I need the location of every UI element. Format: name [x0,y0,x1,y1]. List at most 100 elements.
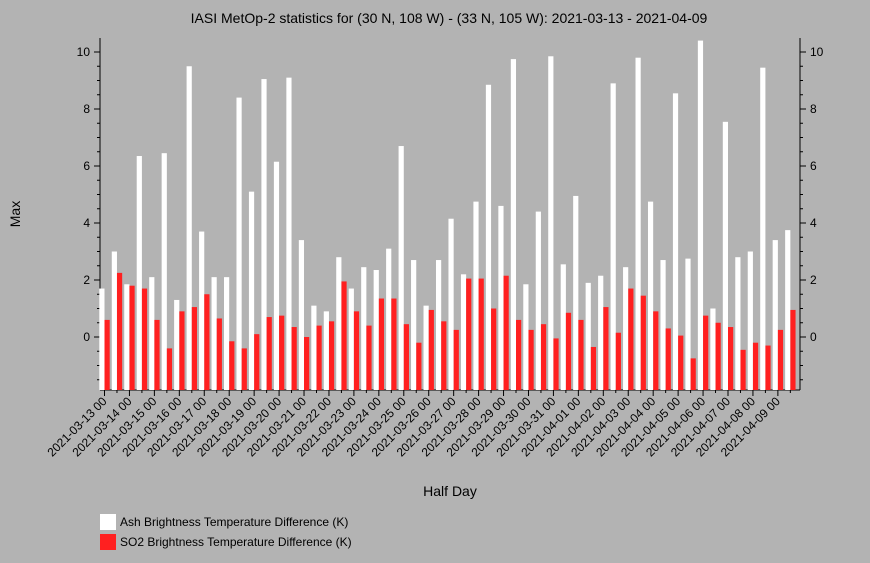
bar-ash [161,153,167,390]
bar-ash [448,218,454,390]
y-tick-label-left: 6 [83,159,90,173]
y-tick-label-left: 2 [83,273,90,287]
bar-ash [435,260,442,390]
bar-so2 [478,278,484,390]
bar-ash [386,248,392,390]
bar-ash [411,260,417,390]
bar-so2 [690,358,696,390]
bar-ash [610,83,616,390]
bar-so2 [229,341,235,390]
bar-ash [136,156,142,390]
bar-so2 [603,307,609,390]
bar-so2 [279,315,285,390]
bar-so2 [653,311,659,390]
bar-so2 [491,308,497,390]
bar-so2 [316,325,322,390]
bar-ash [660,260,666,390]
bar-so2 [428,309,434,390]
bar-ash [373,270,379,390]
bar-ash [211,277,217,390]
y-axis-label: Max [7,201,23,227]
legend: Ash Brightness Temperature Difference (K… [100,512,352,552]
bar-ash [323,311,329,390]
bar-ash [548,56,554,391]
bar-so2 [104,319,110,390]
bar-ash [760,67,766,391]
legend-label-so2: SO2 Brightness Temperature Difference (K… [120,535,352,549]
bar-ash [722,121,728,390]
bar-so2 [254,334,260,390]
bar-so2 [540,324,547,390]
bar-so2 [715,322,721,390]
legend-swatch-ash [100,514,116,530]
bar-ash [298,240,305,390]
bar-ash [772,240,778,390]
bar-ash [560,264,566,390]
bar-so2 [765,345,771,390]
bar-so2 [441,321,447,390]
bar-so2 [241,348,247,390]
bar-ash [635,57,641,390]
bar-so2 [728,327,734,390]
bar-so2 [578,319,584,390]
y-tick-label-right: 8 [810,102,817,116]
bar-ash [535,211,541,390]
bar-ash [498,205,504,390]
bar-ash [124,284,130,390]
bar-ash [585,282,591,390]
bar-so2 [179,311,185,390]
bar-ash [747,251,753,390]
bar-so2 [466,278,472,390]
bar-so2 [453,329,459,390]
bar-ash [523,284,529,390]
bar-so2 [640,295,646,390]
bar-so2 [615,332,621,390]
bar-ash [623,267,629,390]
y-tick-label-left: 0 [83,330,90,344]
bar-so2 [216,318,222,390]
legend-item-ash: Ash Brightness Temperature Difference (K… [100,512,352,532]
bar-so2 [191,307,197,390]
bar-so2 [565,312,572,390]
bar-ash [473,201,479,390]
bar-so2 [678,335,684,390]
bar-so2 [391,298,397,390]
legend-swatch-so2 [100,534,116,550]
bar-ash [398,146,404,390]
bar-ash [423,305,429,390]
bar-so2 [366,325,372,390]
bar-so2 [166,348,173,390]
bar-so2 [403,324,409,390]
bar-so2 [777,329,784,390]
y-tick-label-right: 2 [810,273,817,287]
bar-so2 [154,319,160,390]
bar-ash [236,97,242,390]
bar-so2 [328,321,335,390]
bar-so2 [740,349,746,390]
bar-ash [485,84,492,391]
bar-ash [336,257,342,390]
bar-ash [697,40,704,390]
bar-so2 [378,298,385,390]
bar-ash [785,230,791,390]
bar-so2 [665,328,671,390]
bar-so2 [304,337,310,390]
y-tick-label-left: 10 [77,45,91,59]
bar-ash [710,308,716,390]
y-tick-label-right: 6 [810,159,817,173]
bar-ash [685,258,691,390]
bar-so2 [752,342,759,390]
bar-ash [361,267,367,390]
chart-title: IASI MetOp-2 statistics for (30 N, 108 W… [191,10,708,26]
bar-ash [99,288,105,390]
bar-so2 [503,275,509,390]
bar-ash [261,79,267,390]
bar-ash [348,288,354,390]
bar-ash [199,231,205,390]
bar-ash [273,161,280,390]
bar-ash [224,277,230,390]
bar-so2 [553,338,559,390]
bar-so2 [628,288,634,390]
bar-so2 [353,311,360,390]
